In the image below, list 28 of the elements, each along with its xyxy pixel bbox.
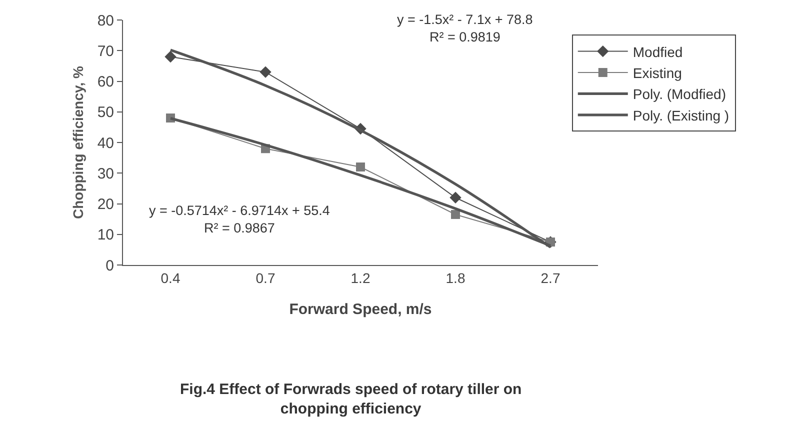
legend-label: Existing [632,64,682,81]
y-tick-label: 20 [97,196,114,213]
annotation: y = -1.5x² - 7.1x + 78.8 R² = 0.9819 [397,12,533,45]
x-tick-label: 2.7 [540,270,560,286]
y-tick-label: 10 [97,226,114,244]
point [260,66,272,78]
x-tick-label: 1.2 [350,270,370,286]
x-tick-label: 0.7 [256,270,276,286]
x-axis-title: Forward Speed, m/s [289,300,432,318]
y-tick-label: 40 [97,134,114,152]
y-tick-label: 30 [97,165,114,182]
point [450,192,462,204]
x-tick-label: 1.8 [446,270,466,286]
y-tick-label: 60 [97,74,114,90]
legend-label: Modfied [632,44,683,60]
x-tick-label: 0.4 [160,270,180,286]
legend-label: Poly. (Existing ) [632,107,730,124]
y-tick-label: 80 [97,12,114,30]
point [356,162,365,172]
y-tick-label: 50 [97,104,114,122]
annotation: y = -0.5714x² - 6.9714x + 55.4 R² = 0.9867 [149,203,330,236]
caption: Fig.4 Effect of Forwrads speed of rotary tiller on chopping efficiency [180,381,522,418]
y-tick-label: 70 [97,42,114,60]
point [451,210,460,219]
point [164,50,176,63]
y-axis-title: Chopping efficiency, % [70,65,86,219]
legend-label: Poly. (Modfied) [632,86,726,102]
y-tick-label: 0 [106,257,114,274]
